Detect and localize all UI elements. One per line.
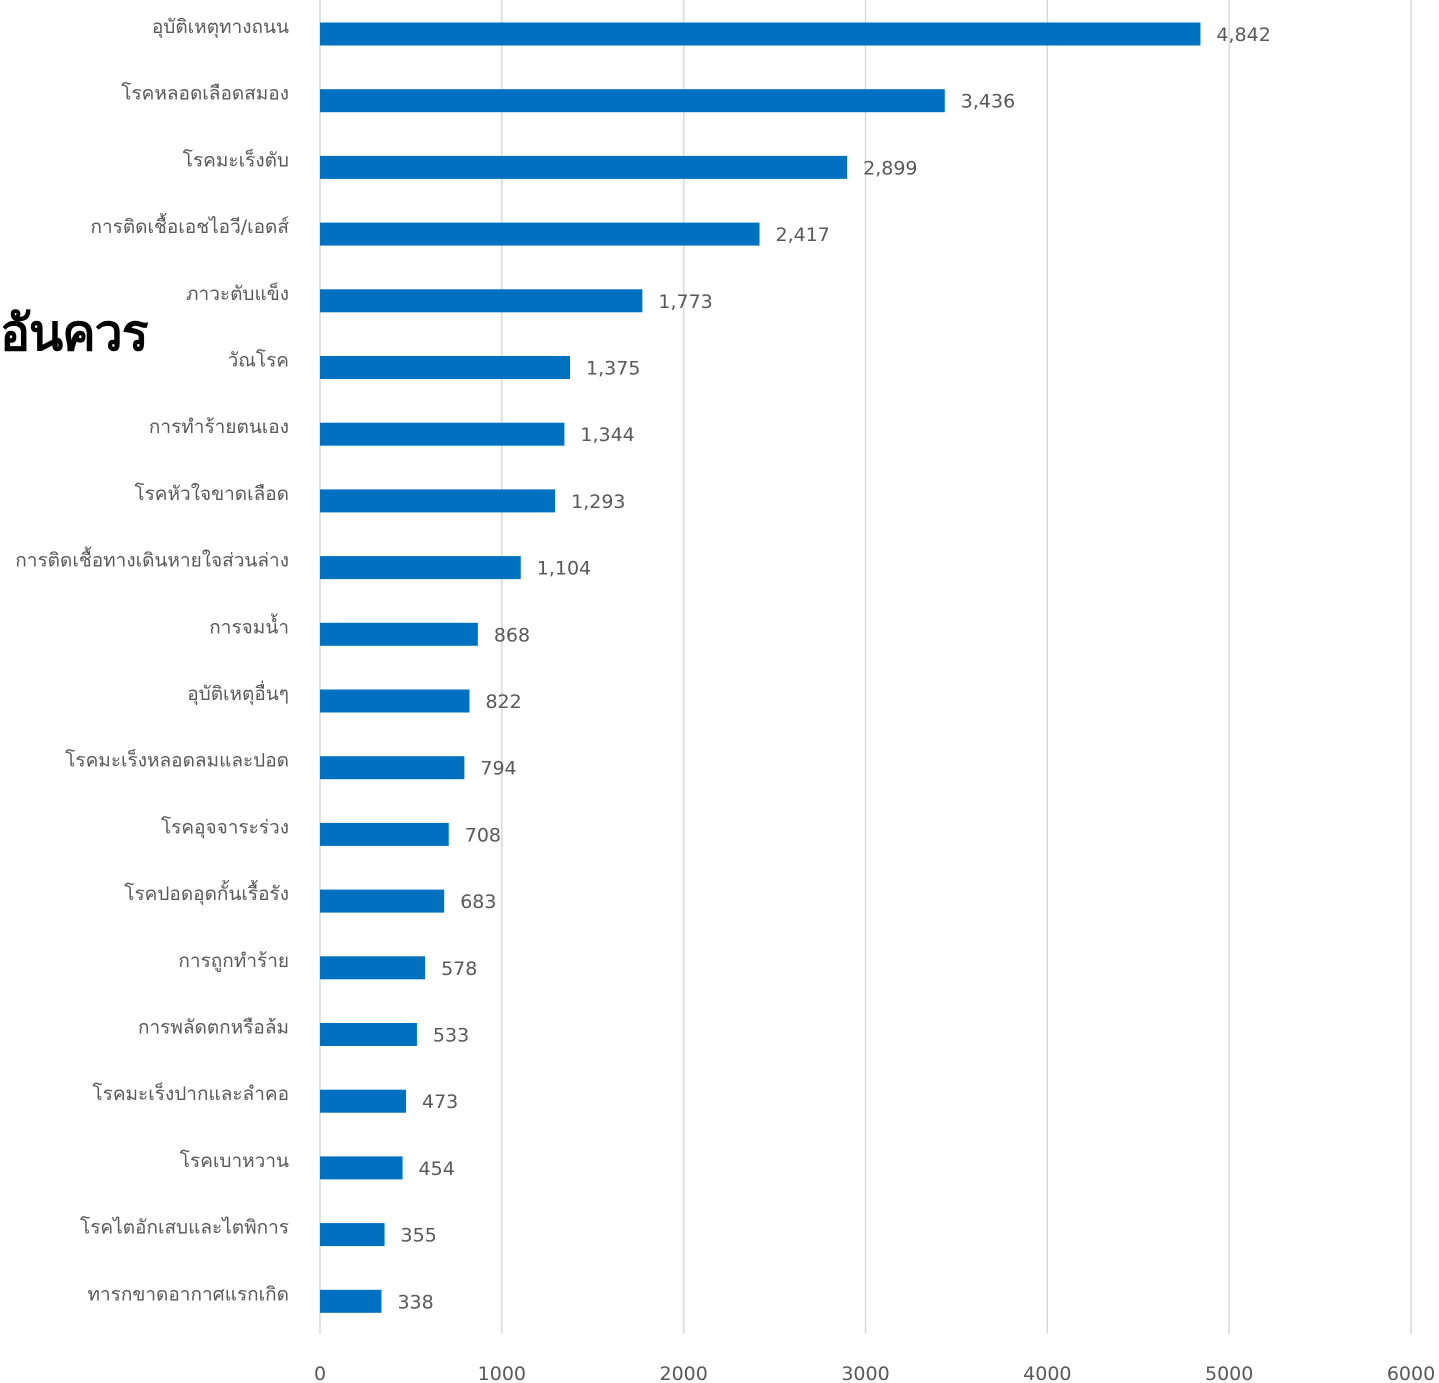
bar	[320, 622, 478, 646]
category-label: อุบัติเหตุทางถนน	[152, 16, 289, 39]
bar	[320, 489, 556, 513]
bar	[320, 1089, 407, 1113]
category-label: การถูกทำร้าย	[178, 950, 289, 972]
bar	[320, 889, 445, 913]
data-label: 533	[433, 1025, 469, 1047]
bar	[320, 222, 760, 246]
bar	[320, 1156, 403, 1180]
data-label: 794	[480, 758, 516, 780]
category-label: โรคหัวใจขาดเลือด	[134, 482, 289, 505]
data-label: 1,773	[658, 291, 712, 313]
bar	[320, 289, 643, 313]
x-tick-label: 5000	[1205, 1363, 1253, 1383]
data-label: 454	[419, 1158, 455, 1180]
bar	[320, 422, 565, 446]
data-label: 1,293	[571, 491, 625, 513]
data-label: 338	[397, 1291, 433, 1313]
data-label: 1,104	[537, 558, 591, 580]
category-label: โรคหลอดเลือดสมอง	[121, 82, 289, 105]
category-label: โรคมะเร็งปากและลำคอ	[92, 1081, 289, 1105]
x-tick-label: 2000	[659, 1363, 707, 1383]
category-label: โรคไตอักเสบและไตพิการ	[80, 1216, 289, 1239]
category-label: การติดเชื้อเอชไอวี/เอดส์	[90, 213, 289, 238]
category-label: การทำร้ายตนเอง	[149, 416, 289, 438]
value-labels: 4,842 3,436 2,899 2,417 1,773 1,375 1,344 1,293…	[397, 24, 1270, 1313]
data-label: 868	[494, 624, 530, 646]
data-label: 4,842	[1216, 24, 1270, 46]
category-label: โรคมะเร็งหลอดลมและปอด	[65, 748, 289, 772]
bars	[320, 22, 1201, 1313]
category-label: โรคมะเร็งตับ	[183, 147, 289, 171]
category-labels: อุบัติเหตุทางถนนโรคหลอดเลือดสมองโรคมะเร็…	[15, 16, 289, 1305]
category-label: ภาวะตับแข็ง	[186, 281, 289, 305]
data-label: 3,436	[961, 91, 1015, 113]
bar	[320, 89, 945, 113]
x-tick-label: 6000	[1387, 1363, 1435, 1383]
bar	[320, 155, 848, 179]
category-label: ทารกขาดอากาศแรกเกิด	[87, 1283, 289, 1305]
bar	[320, 1223, 385, 1247]
category-label: การติดเชื้อทางเดินหายใจส่วนล่าง	[15, 547, 289, 572]
overlay-title-fragment: อันควร	[0, 304, 149, 362]
category-label: วัณโรค	[228, 349, 289, 372]
category-label: โรคปอดอุดกั้นเรื้อรัง	[124, 880, 289, 906]
x-tick-label: 0	[314, 1363, 326, 1383]
data-label: 473	[422, 1091, 458, 1113]
data-label: 2,417	[775, 224, 829, 246]
category-label: อุบัติเหตุอื่นๆ	[187, 680, 289, 706]
category-label: การจมน้ำ	[209, 613, 289, 638]
x-tick-label: 4000	[1023, 1363, 1071, 1383]
data-label: 355	[401, 1225, 437, 1247]
category-label: การพลัดตกหรือล้ม	[138, 1017, 289, 1039]
category-label: โรคอุจจาระร่วง	[161, 815, 289, 839]
data-label: 708	[465, 824, 501, 846]
data-label: 2,899	[863, 157, 917, 179]
data-label: 822	[485, 691, 521, 713]
data-label: 683	[460, 891, 496, 913]
data-label: 578	[441, 958, 477, 980]
bar	[320, 22, 1201, 46]
bar	[320, 1023, 417, 1046]
bar	[320, 356, 571, 379]
bar	[320, 1289, 382, 1313]
bar	[320, 556, 521, 580]
data-label: 1,344	[580, 424, 634, 446]
x-tick-label: 3000	[841, 1363, 889, 1383]
category-label: โรคเบาหวาน	[180, 1149, 289, 1172]
grid-lines	[319, 0, 1412, 1334]
bar	[320, 689, 470, 713]
bar	[320, 822, 449, 846]
data-label: 1,375	[586, 358, 640, 380]
bar	[320, 756, 465, 780]
bar	[320, 956, 426, 980]
x-tick-label: 1000	[478, 1363, 526, 1383]
x-axis-tick-labels: 0 1000 2000 3000 4000 5000 6000	[314, 1363, 1435, 1383]
